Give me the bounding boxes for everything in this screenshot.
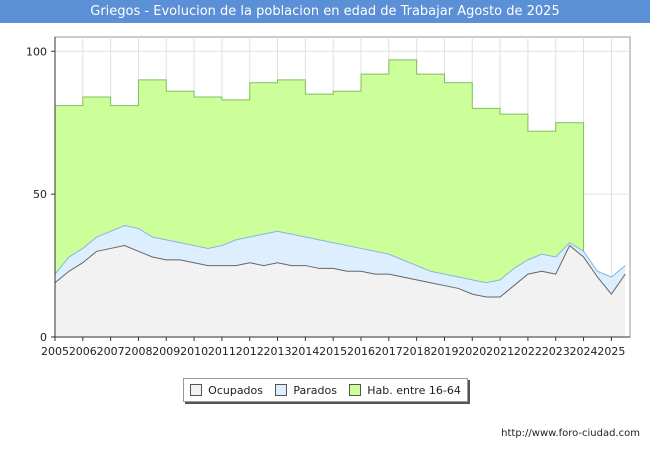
x-tick-label: 2015 <box>319 345 347 358</box>
x-tick-label: 2008 <box>124 345 152 358</box>
chart-legend: Ocupados Parados Hab. entre 16-64 <box>183 378 468 402</box>
x-tick-label: 2018 <box>403 345 431 358</box>
x-tick-label: 2005 <box>41 345 69 358</box>
parados-swatch-icon <box>275 384 288 396</box>
series-area-parados-line <box>54 225 626 284</box>
x-tick-label: 2017 <box>375 345 403 358</box>
x-tick-label: 2014 <box>291 345 319 358</box>
ocupados-swatch-icon <box>190 384 203 396</box>
y-tick-label: 100 <box>26 45 47 58</box>
y-tick-label: 0 <box>40 331 47 344</box>
series-area-ocupados-line <box>54 244 626 298</box>
x-tick-label: 2024 <box>570 345 598 358</box>
legend-item-ocupados: Ocupados <box>190 384 263 397</box>
chart-title: Griegos - Evolucion de la poblacion en e… <box>0 0 650 23</box>
hab-swatch-icon <box>349 384 362 396</box>
legend-label-parados: Parados <box>293 383 337 397</box>
legend-label-hab: Hab. entre 16-64 <box>367 383 461 397</box>
x-tick-label: 2013 <box>264 345 292 358</box>
x-tick-label: 2011 <box>208 345 236 358</box>
x-tick-label: 2025 <box>597 345 625 358</box>
legend-item-hab: Hab. entre 16-64 <box>349 384 461 397</box>
x-tick-label: 2006 <box>69 345 97 358</box>
x-tick-label: 2007 <box>97 345 125 358</box>
x-tick-label: 2023 <box>542 345 570 358</box>
x-tick-label: 2010 <box>180 345 208 358</box>
x-tick-label: 2016 <box>347 345 375 358</box>
y-tick-label: 50 <box>33 188 47 201</box>
legend-item-parados: Parados <box>275 384 337 397</box>
x-tick-label: 2022 <box>514 345 542 358</box>
x-tick-label: 2009 <box>152 345 180 358</box>
x-tick-label: 2012 <box>236 345 264 358</box>
series-area-ocupados-fill <box>55 245 626 337</box>
x-tick-label: 2019 <box>430 345 458 358</box>
legend-label-ocupados: Ocupados <box>208 383 264 397</box>
x-tick-label: 2020 <box>458 345 486 358</box>
source-link[interactable]: http://www.foro-ciudad.com <box>501 428 640 439</box>
x-tick-label: 2021 <box>486 345 514 358</box>
